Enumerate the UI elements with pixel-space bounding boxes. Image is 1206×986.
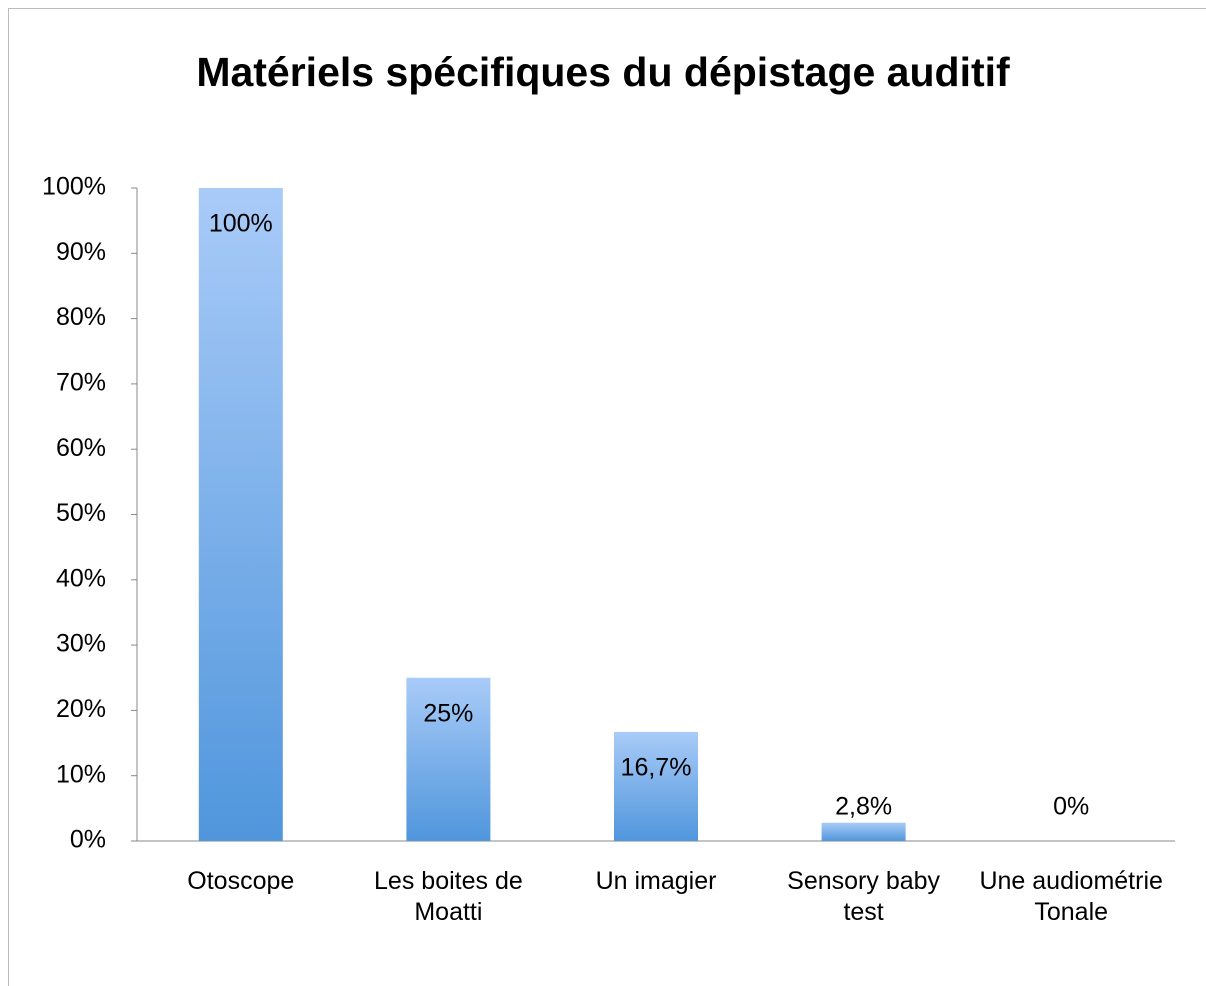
chart-border	[8, 8, 1206, 986]
y-tick-label: 0%	[70, 826, 106, 854]
data-label: 0%	[1053, 793, 1089, 821]
data-label: 2,8%	[835, 793, 892, 821]
y-tick-label: 90%	[56, 238, 106, 266]
x-tick-label: Une audiométrie Tonale	[979, 867, 1162, 926]
bar	[614, 731, 698, 841]
y-tick-label: 80%	[56, 303, 106, 331]
x-tick-label: Un imagier	[596, 867, 717, 895]
y-tick-label: 100%	[42, 173, 106, 201]
chart-title: Matériels spécifiques du dépistage audit…	[196, 49, 1010, 95]
y-tick-label: 40%	[56, 564, 106, 592]
data-label: 25%	[423, 699, 473, 727]
y-tick-label: 20%	[56, 695, 106, 723]
data-label: 16,7%	[621, 754, 692, 782]
y-tick-label: 50%	[56, 499, 106, 527]
x-tick-label: Otoscope	[187, 867, 294, 895]
x-tick-label: Sensory baby test	[787, 867, 940, 926]
y-tick-label: 70%	[56, 369, 106, 397]
x-tick-label: Les boites de Moatti	[374, 867, 523, 926]
y-tick-label: 10%	[56, 760, 106, 788]
bar	[198, 188, 283, 841]
y-tick-label: 60%	[56, 434, 106, 462]
bar	[821, 822, 906, 841]
data-label: 100%	[209, 210, 273, 238]
bar	[406, 677, 491, 841]
y-tick-label: 30%	[56, 630, 106, 658]
